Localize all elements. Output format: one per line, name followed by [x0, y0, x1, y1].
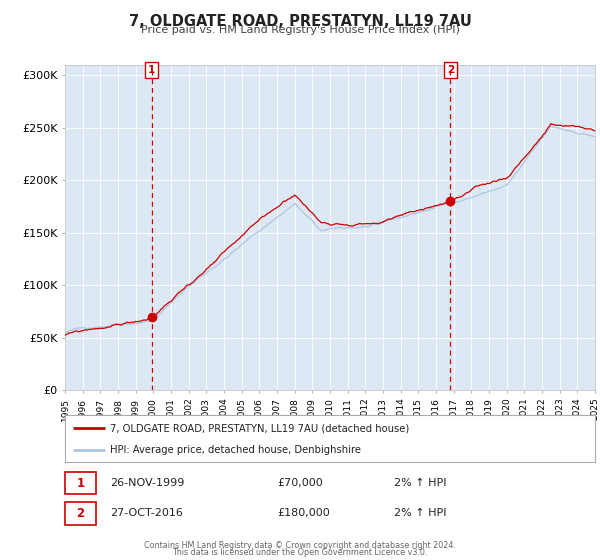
FancyBboxPatch shape — [65, 502, 96, 525]
Text: 2% ↑ HPI: 2% ↑ HPI — [394, 478, 446, 488]
Text: £180,000: £180,000 — [277, 508, 330, 518]
Text: Contains HM Land Registry data © Crown copyright and database right 2024.: Contains HM Land Registry data © Crown c… — [144, 541, 456, 550]
Text: 2: 2 — [447, 65, 454, 75]
Text: £70,000: £70,000 — [277, 478, 323, 488]
Text: HPI: Average price, detached house, Denbighshire: HPI: Average price, detached house, Denb… — [110, 445, 361, 455]
Text: 1: 1 — [76, 477, 85, 489]
Text: 7, OLDGATE ROAD, PRESTATYN, LL19 7AU: 7, OLDGATE ROAD, PRESTATYN, LL19 7AU — [128, 14, 472, 29]
Text: 26-NOV-1999: 26-NOV-1999 — [110, 478, 184, 488]
Text: 27-OCT-2016: 27-OCT-2016 — [110, 508, 183, 518]
Text: Price paid vs. HM Land Registry's House Price Index (HPI): Price paid vs. HM Land Registry's House … — [140, 25, 460, 35]
Text: 2% ↑ HPI: 2% ↑ HPI — [394, 508, 446, 518]
Text: 7, OLDGATE ROAD, PRESTATYN, LL19 7AU (detached house): 7, OLDGATE ROAD, PRESTATYN, LL19 7AU (de… — [110, 423, 409, 433]
Text: 1: 1 — [148, 65, 155, 75]
FancyBboxPatch shape — [65, 472, 96, 494]
Text: This data is licensed under the Open Government Licence v3.0.: This data is licensed under the Open Gov… — [172, 548, 428, 557]
Text: 2: 2 — [76, 507, 85, 520]
